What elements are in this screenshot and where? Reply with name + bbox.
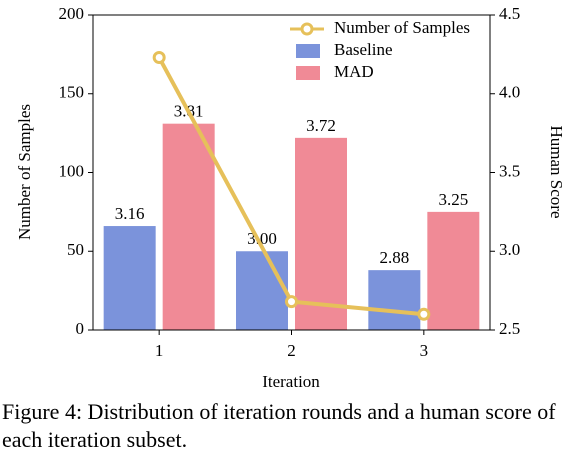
y2-tick-label: 3.5: [499, 161, 520, 180]
value-label: 3.25: [438, 190, 468, 209]
marker: [417, 307, 431, 321]
value-label: 2.88: [379, 248, 409, 267]
legend-swatch: [296, 66, 320, 80]
y-axis-label: Number of Samples: [15, 104, 34, 240]
legend-swatch: [296, 44, 320, 58]
marker: [152, 51, 166, 65]
x-tick-label: 1: [155, 341, 164, 360]
y2-tick-label: 3.0: [499, 240, 520, 259]
bar: [162, 123, 215, 330]
y-tick-label: 50: [67, 240, 84, 259]
x-axis-label: Iteration: [262, 372, 320, 391]
legend-swatch: [300, 22, 314, 36]
y-tick-label: 150: [59, 83, 85, 102]
bar: [427, 211, 480, 330]
x-tick-label: 3: [420, 341, 429, 360]
y2-tick-label: 4.0: [499, 83, 520, 102]
bar: [368, 270, 421, 330]
caption: Figure 4: Distribution of iteration roun…: [2, 399, 556, 452]
y-tick-label: 200: [59, 4, 85, 23]
legend-label: Baseline: [334, 40, 393, 59]
y2-axis-label: Human Score: [547, 125, 566, 218]
bar: [236, 251, 288, 330]
x-tick-label: 2: [287, 341, 296, 360]
y2-tick-label: 2.5: [499, 319, 520, 338]
y-tick-label: 0: [76, 319, 85, 338]
legend-label: MAD: [334, 62, 374, 81]
bar: [103, 226, 156, 330]
marker: [285, 295, 298, 309]
y2-tick-label: 4.5: [499, 4, 520, 23]
y-tick-label: 100: [59, 161, 85, 180]
value-label: 3.72: [306, 116, 336, 135]
chart: Number of Samples Human Score Iteration …: [15, 4, 566, 391]
bar: [295, 137, 347, 330]
plot-frame: [92, 14, 491, 331]
legend-label: Number of Samples: [334, 18, 470, 37]
value-label: 3.16: [115, 204, 145, 223]
